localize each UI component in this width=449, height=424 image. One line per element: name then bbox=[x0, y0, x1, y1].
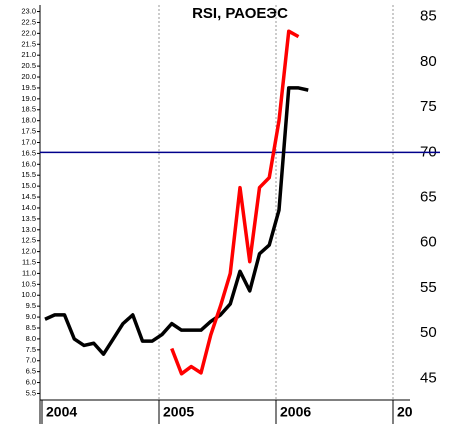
y-tick-label: 19.0 bbox=[21, 94, 36, 103]
y2-tick-label: 55 bbox=[420, 279, 437, 296]
y-tick-label: 23.0 bbox=[21, 7, 36, 16]
y-tick-label: 16.0 bbox=[21, 159, 36, 168]
y-tick-label: 7.5 bbox=[26, 345, 36, 354]
y-tick-label: 9.5 bbox=[26, 301, 36, 310]
y-tick-label: 22.0 bbox=[21, 28, 36, 37]
y2-tick-label: 75 bbox=[420, 98, 437, 115]
y-tick-label: 12.5 bbox=[21, 236, 36, 245]
y-tick-label: 20.5 bbox=[21, 61, 36, 70]
y-tick-label: 21.5 bbox=[21, 39, 36, 48]
y2-tick-label: 50 bbox=[420, 324, 437, 341]
y-tick-label: 16.5 bbox=[21, 148, 36, 157]
y-tick-label: 20.0 bbox=[21, 72, 36, 81]
y-tick-label: 10.5 bbox=[21, 279, 36, 288]
y-tick-label: 13.5 bbox=[21, 214, 36, 223]
y-tick-label: 7.0 bbox=[26, 356, 36, 365]
y-tick-label: 21.0 bbox=[21, 50, 36, 59]
y2-tick-label: 45 bbox=[420, 369, 437, 386]
y-tick-label: 15.5 bbox=[21, 170, 36, 179]
y-tick-label: 18.5 bbox=[21, 105, 36, 114]
y2-tick-label: 65 bbox=[420, 188, 437, 205]
y2-tick-label: 85 bbox=[420, 8, 437, 25]
y-tick-label: 11.5 bbox=[22, 257, 36, 266]
y-tick-label: 10.0 bbox=[21, 290, 36, 299]
y-tick-label: 12.0 bbox=[21, 247, 36, 256]
y-tick-label: 19.5 bbox=[21, 83, 36, 92]
x-tick-label: 2006 bbox=[280, 404, 311, 420]
y-tick-label: 17.0 bbox=[21, 137, 36, 146]
y-tick-label: 11.0 bbox=[22, 268, 36, 277]
y-tick-label: 6.5 bbox=[26, 367, 36, 376]
x-tick-label: 2005 bbox=[163, 404, 194, 420]
y-tick-label: 9.0 bbox=[26, 312, 36, 321]
x-tick-label: 2004 bbox=[46, 404, 77, 420]
y-tick-label: 22.5 bbox=[21, 17, 36, 26]
y-tick-label: 13.0 bbox=[21, 225, 36, 234]
series-line bbox=[44, 86, 309, 356]
y-tick-label: 5.5 bbox=[26, 388, 36, 397]
y-tick-label: 18.0 bbox=[21, 116, 36, 125]
y-tick-label: 17.5 bbox=[21, 127, 36, 136]
y-tick-label: 8.0 bbox=[26, 334, 36, 343]
y-tick-label: 14.5 bbox=[21, 192, 36, 201]
y-tick-label: 8.5 bbox=[26, 323, 36, 332]
y-tick-label: 14.0 bbox=[21, 203, 36, 212]
x-tick-label: 20 bbox=[397, 404, 413, 420]
series-line bbox=[170, 29, 300, 376]
y-tick-label: 6.0 bbox=[26, 378, 36, 387]
y2-tick-label: 80 bbox=[420, 53, 437, 70]
y2-tick-label: 60 bbox=[420, 234, 437, 251]
chart-title: RSI, РАОЕЭС bbox=[192, 5, 288, 22]
y-tick-label: 15.0 bbox=[21, 181, 36, 190]
